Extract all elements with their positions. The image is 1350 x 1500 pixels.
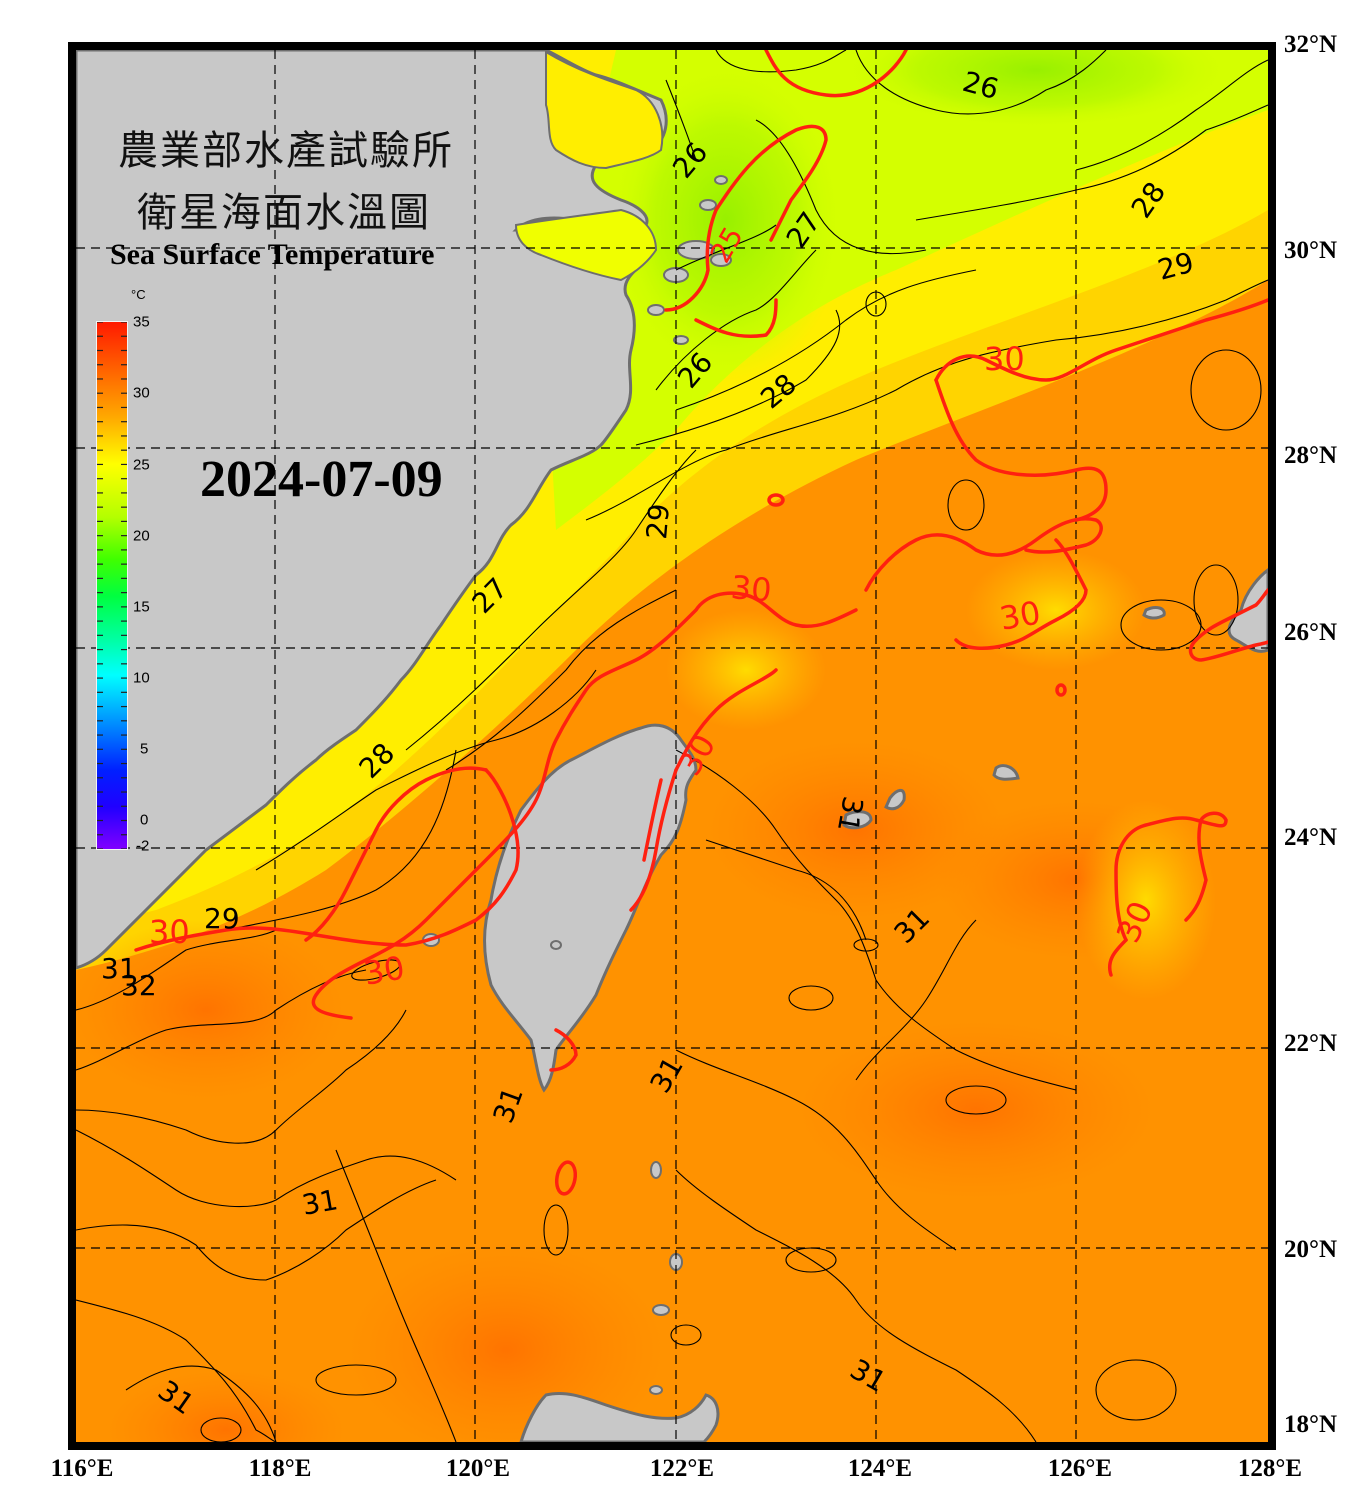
land-china-mainland — [76, 50, 668, 970]
isotherms-black — [76, 50, 1268, 1442]
colorbar — [96, 321, 128, 850]
contour-label: 30 — [149, 913, 190, 951]
colorbar-unit: °C — [131, 287, 146, 302]
lon-label-120e: 120°E — [445, 1455, 511, 1482]
land-island — [992, 764, 1020, 781]
sst-map[interactable]: 26 26 25 27 28 29 30 26 28 29 30 30 27 3… — [76, 50, 1268, 1442]
date-label: 2024-07-09 — [200, 451, 443, 508]
sst-yellow-patch — [1076, 800, 1216, 1000]
title-en: Sea Surface Temperature — [110, 238, 435, 271]
sst-yellow-patch — [666, 610, 826, 730]
map-frame: 26 26 25 27 28 29 30 26 28 29 30 30 27 3… — [68, 42, 1276, 1450]
land-island — [1142, 606, 1166, 620]
isotherms-red — [134, 50, 1268, 1196]
land-miyako — [842, 810, 873, 830]
colorbar-label-30: 30 — [133, 384, 150, 402]
title-zh-line2: 衛星海面水溫圖 — [137, 190, 431, 236]
graticule — [76, 50, 1268, 1442]
sst-cool-core — [606, 60, 846, 380]
lon-label-128e: 128°E — [1237, 1455, 1303, 1482]
title-zh-line1: 農業部水產試驗所 — [118, 128, 454, 174]
estuary-hangzhou-bay — [514, 208, 658, 282]
colorbar-label-5: 5 — [140, 740, 149, 758]
zhoushan-islands — [422, 175, 732, 1395]
contour-label: 30 — [984, 340, 1025, 378]
estuary-yangtze — [545, 50, 664, 170]
contour-label: 30 — [729, 568, 773, 609]
colorbar-label-25: 25 — [133, 456, 150, 474]
colorbar-label-minus2: -2 — [136, 837, 150, 855]
contour-label: 30 — [997, 593, 1044, 637]
colorbar-label-20: 20 — [133, 527, 150, 545]
lat-label-32n: 32°N — [1284, 31, 1338, 58]
lon-label-124e: 124°E — [847, 1455, 913, 1482]
lat-label-22n: 22°N — [1284, 1030, 1338, 1057]
lon-label-122e: 122°E — [649, 1455, 715, 1482]
colorbar-label-10: 10 — [133, 669, 150, 687]
contour-label: 29 — [640, 502, 676, 540]
contour-label: 30 — [361, 948, 408, 992]
colorbar-label-0: 0 — [140, 811, 149, 829]
lon-label-126e: 126°E — [1047, 1455, 1113, 1482]
sst-yellow-patch — [966, 550, 1146, 670]
colorbar-label-35: 35 — [133, 313, 150, 331]
sst-warm-core — [796, 1020, 1156, 1200]
lat-label-28n: 28°N — [1284, 442, 1338, 469]
land-taiwan — [483, 723, 698, 1093]
lat-label-26n: 26°N — [1284, 619, 1338, 646]
contour-label: 29 — [204, 902, 240, 935]
contour-label: 31 — [101, 952, 137, 985]
sst-warm-core — [106, 1370, 346, 1442]
lon-label-116e: 116°E — [50, 1455, 114, 1482]
lat-label-18n: 18°N — [1284, 1411, 1338, 1438]
colorbar-label-15: 15 — [133, 598, 150, 616]
contour-label: 31 — [299, 1183, 340, 1222]
lat-label-20n: 20°N — [1284, 1236, 1338, 1263]
sst-warm-core — [76, 920, 346, 1100]
lat-label-30n: 30°N — [1284, 237, 1338, 264]
contour-label: 32 — [121, 969, 157, 1002]
colorbar-ticks — [97, 322, 127, 849]
contour-label: 31 — [831, 794, 870, 835]
lat-label-24n: 24°N — [1284, 824, 1338, 851]
sst-warm-core — [346, 1240, 666, 1442]
sst-warm-core — [706, 740, 1006, 920]
land-ishigaki — [884, 788, 906, 811]
lon-label-118e: 118°E — [248, 1455, 312, 1482]
